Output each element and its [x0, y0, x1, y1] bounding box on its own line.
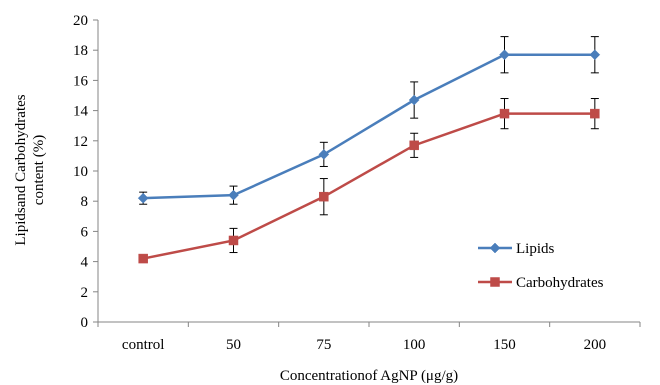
data-point — [228, 235, 239, 246]
data-point — [228, 189, 239, 201]
y-tick-label: 12 — [73, 134, 88, 150]
data-point — [590, 108, 600, 119]
y-tick-label: 0 — [81, 315, 89, 331]
legend-label: Carbohydrates — [516, 275, 604, 291]
y-tick-label: 16 — [73, 73, 89, 89]
y-tick-labels: 0 2 4 6 8 10 12 14 16 18 20 — [73, 13, 89, 331]
axes — [93, 19, 641, 327]
series-line — [142, 112, 595, 260]
y-tick-label: 18 — [73, 43, 88, 59]
y-tick-label: 14 — [73, 104, 89, 120]
y-tick-label: 8 — [81, 194, 89, 210]
x-axis-title: Concentrationof AgNP (μg/g) — [280, 368, 458, 384]
y-tick-label: 10 — [73, 164, 88, 180]
series-layer — [137, 36, 601, 264]
legend-entry-lipids: Lipids — [478, 241, 554, 257]
data-point — [409, 140, 419, 151]
legend-marker — [490, 277, 500, 287]
data-point — [318, 149, 330, 160]
y-tick-label: 4 — [81, 255, 89, 271]
data-point — [319, 191, 329, 202]
x-tick-label: 75 — [316, 337, 331, 353]
data-point — [138, 253, 148, 264]
x-tick-label: 150 — [493, 337, 516, 353]
data-point — [408, 94, 420, 106]
data-point — [499, 108, 510, 119]
legend: Lipids Carbohydrates — [478, 241, 604, 291]
data-point — [499, 49, 510, 61]
series-lipids — [137, 36, 601, 205]
legend-label: Lipids — [516, 241, 554, 257]
y-axis-title-line2: content (%) — [31, 135, 47, 205]
legend-entry-carbohydrates: Carbohydrates — [478, 275, 604, 291]
y-axis-title-line1: Lipidsand Carbohydrates — [13, 94, 29, 245]
series-line — [143, 53, 595, 200]
y-tick-label: 20 — [73, 13, 88, 29]
legend-marker — [489, 242, 501, 254]
series-carbohydrates — [138, 98, 600, 264]
x-tick-label: 200 — [584, 337, 607, 353]
data-point — [589, 49, 601, 61]
y-tick-label: 2 — [81, 285, 89, 301]
x-tick-labels: control 50 75 100 150 200 — [122, 337, 606, 353]
x-tick-label: 50 — [226, 337, 241, 353]
x-tick-label: 100 — [403, 337, 426, 353]
data-point — [137, 192, 149, 204]
y-tick-label: 6 — [81, 224, 89, 240]
x-tick-label: control — [122, 337, 165, 353]
